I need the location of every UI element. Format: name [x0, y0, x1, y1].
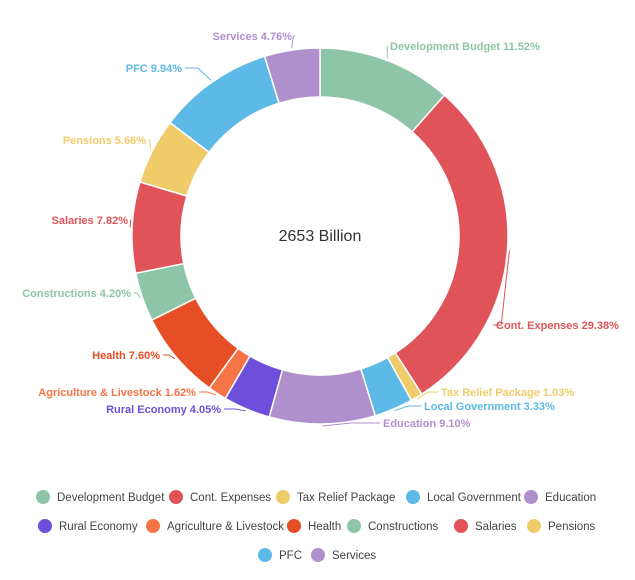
legend-item-health[interactable]: Health [287, 519, 341, 533]
data-label-cont-expenses: Cont. Expenses 29.38% [496, 320, 619, 332]
data-label-health: Health 7.60% [92, 350, 160, 362]
legend-label-development-budget: Development Budget [57, 492, 165, 504]
legend-label-salaries: Salaries [475, 521, 517, 533]
leader-salaries [129, 219, 132, 228]
legend: Development Budget Cont. Expenses Tax Reli… [36, 490, 596, 562]
legend-swatch-cont-expenses [169, 490, 183, 504]
legend-item-agriculture-livestock[interactable]: Agriculture & Livestock [146, 519, 284, 533]
legend-label-pfc: PFC [279, 550, 302, 562]
legend-item-local-government[interactable]: Local Government [406, 490, 522, 504]
data-label-development-budget: Development Budget 11.52% [390, 41, 540, 53]
slice-cont-expenses[interactable] [394, 94, 509, 396]
legend-item-cont-expenses[interactable]: Cont. Expenses [169, 490, 271, 504]
legend-item-pensions[interactable]: Pensions [527, 519, 596, 533]
legend-label-health: Health [308, 521, 341, 533]
legend-item-pfc[interactable]: PFC [258, 548, 302, 562]
legend-label-pensions: Pensions [548, 521, 596, 533]
data-label-pensions: Pensions 5.66% [63, 135, 146, 147]
legend-swatch-rural-economy [38, 519, 52, 533]
legend-label-cont-expenses: Cont. Expenses [190, 492, 271, 504]
data-label-pfc: PFC 9.94% [126, 63, 182, 75]
legend-item-constructions[interactable]: Constructions [347, 519, 439, 533]
legend-label-tax-relief-package: Tax Relief Package [297, 492, 395, 504]
legend-swatch-services [311, 548, 325, 562]
legend-item-rural-economy[interactable]: Rural Economy [38, 519, 138, 533]
legend-label-education: Education [545, 492, 596, 504]
legend-label-local-government: Local Government [427, 492, 522, 504]
legend-swatch-education [524, 490, 538, 504]
legend-label-constructions: Constructions [368, 521, 439, 533]
legend-label-services: Services [332, 550, 376, 562]
data-label-salaries: Salaries 7.82% [52, 215, 129, 227]
legend-swatch-agriculture-livestock [146, 519, 160, 533]
legend-swatch-salaries [454, 519, 468, 533]
legend-swatch-constructions [347, 519, 361, 533]
legend-label-rural-economy: Rural Economy [59, 521, 138, 533]
leader-constructions [134, 292, 141, 299]
leader-education [322, 422, 380, 427]
data-labels: Development Budget 11.52% Cont. Expenses … [22, 31, 619, 430]
leader-pensions [149, 139, 152, 151]
leader-tax-relief-package [417, 391, 438, 400]
legend-swatch-health [287, 519, 301, 533]
legend-item-education[interactable]: Education [524, 490, 596, 504]
data-label-tax-relief-package: Tax Relief Package 1.03% [441, 387, 574, 399]
leader-services [291, 35, 295, 49]
slice-salaries[interactable] [131, 181, 188, 275]
leader-pfc [185, 67, 212, 81]
data-label-agriculture-livestock: Agriculture & Livestock 1.62% [38, 387, 196, 399]
legend-swatch-local-government [406, 490, 420, 504]
legend-swatch-development-budget [36, 490, 50, 504]
data-label-services: Services 4.76% [212, 31, 292, 43]
leader-rural-economy [224, 408, 246, 412]
legend-item-services[interactable]: Services [311, 548, 376, 562]
data-label-education: Education 9.10% [383, 418, 471, 430]
legend-swatch-pensions [527, 519, 541, 533]
legend-item-development-budget[interactable]: Development Budget [36, 490, 165, 504]
leader-local-government [394, 405, 421, 412]
center-total-label: 2653 Billion [279, 228, 362, 245]
legend-label-agriculture-livestock: Agriculture & Livestock [167, 521, 284, 533]
label-leaders [129, 35, 510, 427]
data-label-constructions: Constructions 4.20% [22, 288, 131, 300]
legend-item-salaries[interactable]: Salaries [454, 519, 517, 533]
leader-agriculture-livestock [199, 391, 217, 396]
slice-education[interactable] [268, 367, 377, 425]
legend-swatch-tax-relief-package [276, 490, 290, 504]
data-label-local-government: Local Government 3.33% [424, 401, 555, 413]
leader-cont-expenses [493, 250, 510, 326]
legend-item-tax-relief-package[interactable]: Tax Relief Package [276, 490, 395, 504]
slice-services[interactable] [263, 47, 321, 105]
leader-health [163, 354, 176, 360]
data-label-rural-economy: Rural Economy 4.05% [106, 404, 221, 416]
legend-swatch-pfc [258, 548, 272, 562]
donut-slices [131, 47, 509, 425]
